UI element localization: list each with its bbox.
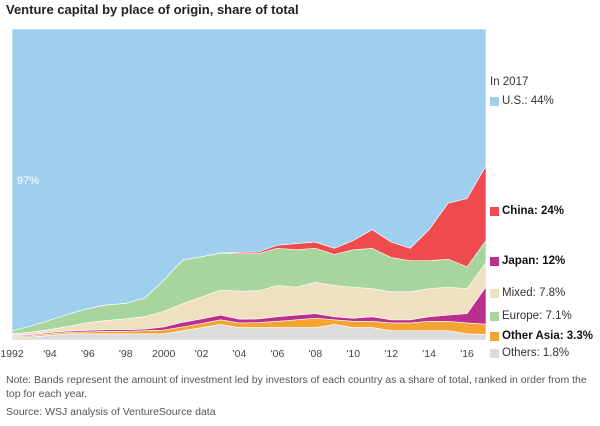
legend-item-mixed: Mixed: 7.8% [490, 287, 565, 299]
legend-swatch [490, 348, 499, 358]
legend-swatch [490, 311, 499, 321]
x-tick-label: '98 [119, 348, 133, 360]
legend-item-others: Others: 1.8% [490, 347, 569, 359]
legend-swatch [490, 206, 499, 216]
chart-note: Note: Bands represent the amount of inve… [6, 374, 587, 400]
x-tick-label: '04 [233, 348, 247, 360]
x-axis: 1992 '94 '96 '98 2000 '02 '04 '06 '08 '10 '12 '14 '1… [0, 348, 474, 360]
x-tick-label: '14 [422, 348, 436, 360]
us-1992-annotation: 97% [17, 175, 39, 187]
legend-item-europe: Europe: 7.1% [490, 310, 572, 322]
x-tick-label: '94 [43, 348, 57, 360]
legend-title: In 2017 [490, 76, 529, 88]
legend-label: U.S.: 44% [502, 95, 554, 107]
x-tick-label: '96 [81, 348, 95, 360]
legend-label: Mixed: 7.8% [502, 287, 566, 299]
legend-item-other-asia: Other Asia: 3.3% [490, 330, 593, 342]
legend-item-china: China: 24% [490, 205, 564, 217]
legend-swatch [490, 96, 499, 106]
x-tick-label: '08 [309, 348, 323, 360]
legend-item-japan: Japan: 12% [490, 255, 565, 267]
legend-label: Europe: 7.1% [502, 310, 572, 322]
legend-label: China: 24% [502, 205, 564, 217]
x-tick-label: '02 [195, 348, 209, 360]
stacked-area-chart: 1992 '94 '96 '98 2000 '02 '04 '06 '08 '10 '12 '14 '1… [0, 28, 487, 360]
x-tick-label: 2000 [152, 348, 176, 360]
x-tick-label: '12 [384, 348, 398, 360]
x-tick-label: '10 [346, 348, 360, 360]
legend-label: Others: 1.8% [502, 347, 570, 359]
legend-swatch [490, 331, 499, 341]
area-u-s [11, 28, 487, 332]
legend-label: Japan: 12% [502, 255, 566, 267]
legend-item-u-s: U.S.: 44% [490, 95, 554, 107]
x-tick-label: '16 [460, 348, 474, 360]
legend-swatch [490, 256, 499, 266]
area-bands [11, 28, 487, 341]
chart-source: Source: WSJ analysis of VentureSource da… [6, 406, 216, 418]
x-tick-label: '06 [271, 348, 285, 360]
x-tick-label: 1992 [0, 348, 24, 360]
chart-title: Venture capital by place of origin, shar… [6, 2, 299, 17]
legend-label: Other Asia: 3.3% [502, 330, 593, 342]
legend-swatch [490, 288, 499, 298]
